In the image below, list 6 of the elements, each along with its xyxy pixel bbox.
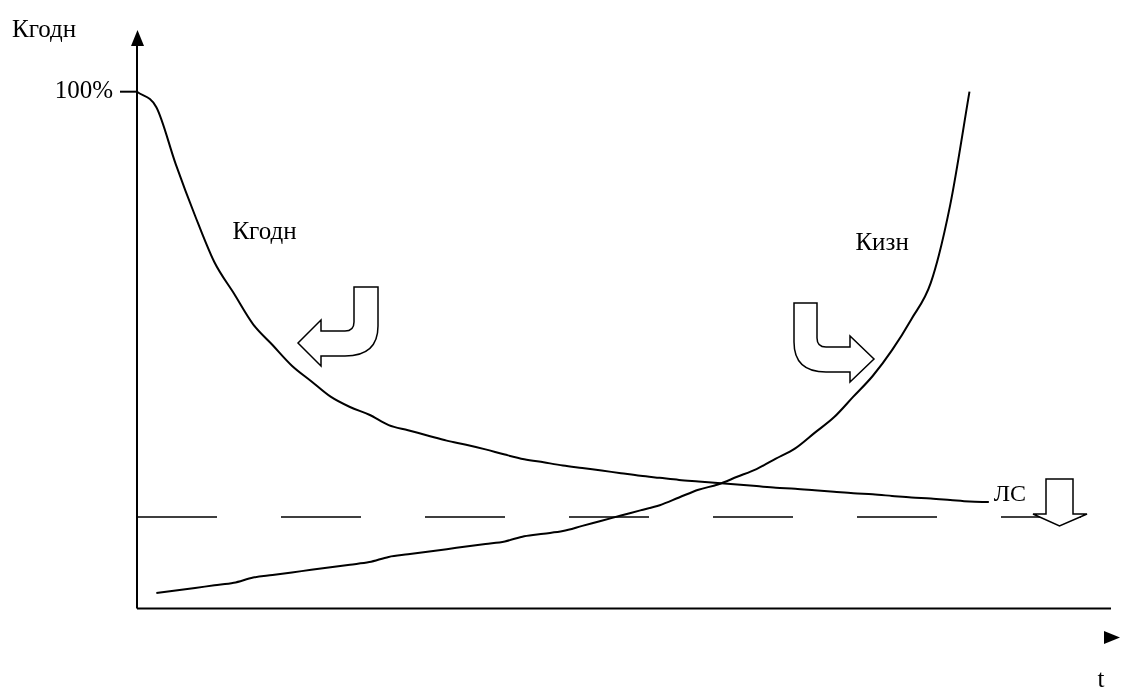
series-label: Кизн <box>855 227 909 255</box>
text: 100% <box>54 76 113 104</box>
legend-label: ЛС <box>993 480 1026 507</box>
x-axis-title: t <box>1097 664 1105 692</box>
series-label: Кгодн <box>232 216 297 244</box>
y-axis-title: Кгодн <box>12 14 77 42</box>
